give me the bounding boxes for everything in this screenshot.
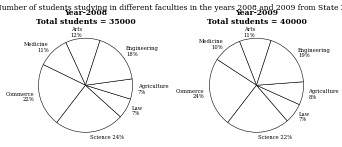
Title: Year-2008
Total students = 35000: Year-2008 Total students = 35000 <box>36 9 135 26</box>
Wedge shape <box>256 82 304 105</box>
Text: Law
7%: Law 7% <box>299 112 310 122</box>
Wedge shape <box>86 79 133 99</box>
Text: Law
7%: Law 7% <box>131 106 143 116</box>
Wedge shape <box>228 85 287 132</box>
Wedge shape <box>57 85 120 132</box>
Text: Commerce
22%: Commerce 22% <box>5 92 34 102</box>
Wedge shape <box>256 41 303 85</box>
Wedge shape <box>38 65 86 123</box>
Text: Engineering
19%: Engineering 19% <box>298 47 331 58</box>
Wedge shape <box>217 41 256 85</box>
Text: Commerce
24%: Commerce 24% <box>176 89 205 99</box>
Wedge shape <box>86 41 132 85</box>
Wedge shape <box>43 42 86 85</box>
Text: Science 22%: Science 22% <box>258 135 292 140</box>
Wedge shape <box>209 60 256 123</box>
Wedge shape <box>239 38 271 85</box>
Text: Arts
12%: Arts 12% <box>71 27 82 38</box>
Text: Arts
11%: Arts 11% <box>244 27 255 38</box>
Text: Medicine
11%: Medicine 11% <box>24 42 49 53</box>
Text: Number of students studying in different faculties in the years 2008 and 2009 fr: Number of students studying in different… <box>0 4 342 12</box>
Title: Year-2009
Total students = 40000: Year-2009 Total students = 40000 <box>207 9 306 26</box>
Text: Engineering
18%: Engineering 18% <box>126 46 159 57</box>
Wedge shape <box>256 85 299 121</box>
Text: Agriculture
7%: Agriculture 7% <box>138 84 169 95</box>
Wedge shape <box>66 38 100 85</box>
Text: Agriculture
8%: Agriculture 8% <box>308 89 339 100</box>
Text: Science 24%: Science 24% <box>90 135 124 140</box>
Text: Medicine
10%: Medicine 10% <box>199 39 223 50</box>
Wedge shape <box>86 85 130 117</box>
